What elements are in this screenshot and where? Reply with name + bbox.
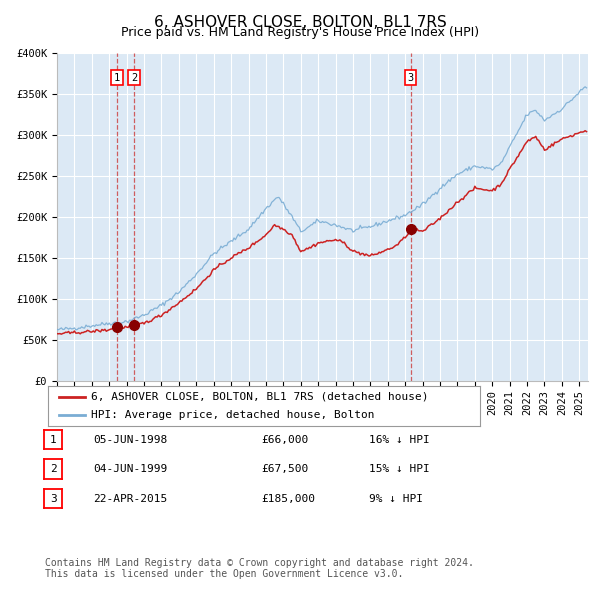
Text: 22-APR-2015: 22-APR-2015 bbox=[93, 494, 167, 503]
Text: 9% ↓ HPI: 9% ↓ HPI bbox=[369, 494, 423, 503]
Text: This data is licensed under the Open Government Licence v3.0.: This data is licensed under the Open Gov… bbox=[45, 569, 403, 579]
Text: 1: 1 bbox=[114, 73, 120, 83]
Text: 15% ↓ HPI: 15% ↓ HPI bbox=[369, 464, 430, 474]
Text: £66,000: £66,000 bbox=[261, 435, 308, 444]
Text: 6, ASHOVER CLOSE, BOLTON, BL1 7RS (detached house): 6, ASHOVER CLOSE, BOLTON, BL1 7RS (detac… bbox=[91, 392, 428, 402]
Text: 16% ↓ HPI: 16% ↓ HPI bbox=[369, 435, 430, 444]
Text: 3: 3 bbox=[407, 73, 414, 83]
Text: Price paid vs. HM Land Registry's House Price Index (HPI): Price paid vs. HM Land Registry's House … bbox=[121, 26, 479, 39]
Text: 1: 1 bbox=[50, 435, 57, 444]
Text: £185,000: £185,000 bbox=[261, 494, 315, 503]
Text: HPI: Average price, detached house, Bolton: HPI: Average price, detached house, Bolt… bbox=[91, 410, 374, 420]
Text: £67,500: £67,500 bbox=[261, 464, 308, 474]
Text: 05-JUN-1998: 05-JUN-1998 bbox=[93, 435, 167, 444]
Text: 2: 2 bbox=[131, 73, 137, 83]
Text: 2: 2 bbox=[50, 464, 57, 474]
Text: 6, ASHOVER CLOSE, BOLTON, BL1 7RS: 6, ASHOVER CLOSE, BOLTON, BL1 7RS bbox=[154, 15, 446, 30]
Text: Contains HM Land Registry data © Crown copyright and database right 2024.: Contains HM Land Registry data © Crown c… bbox=[45, 558, 474, 568]
Text: 3: 3 bbox=[50, 494, 57, 503]
Text: 04-JUN-1999: 04-JUN-1999 bbox=[93, 464, 167, 474]
